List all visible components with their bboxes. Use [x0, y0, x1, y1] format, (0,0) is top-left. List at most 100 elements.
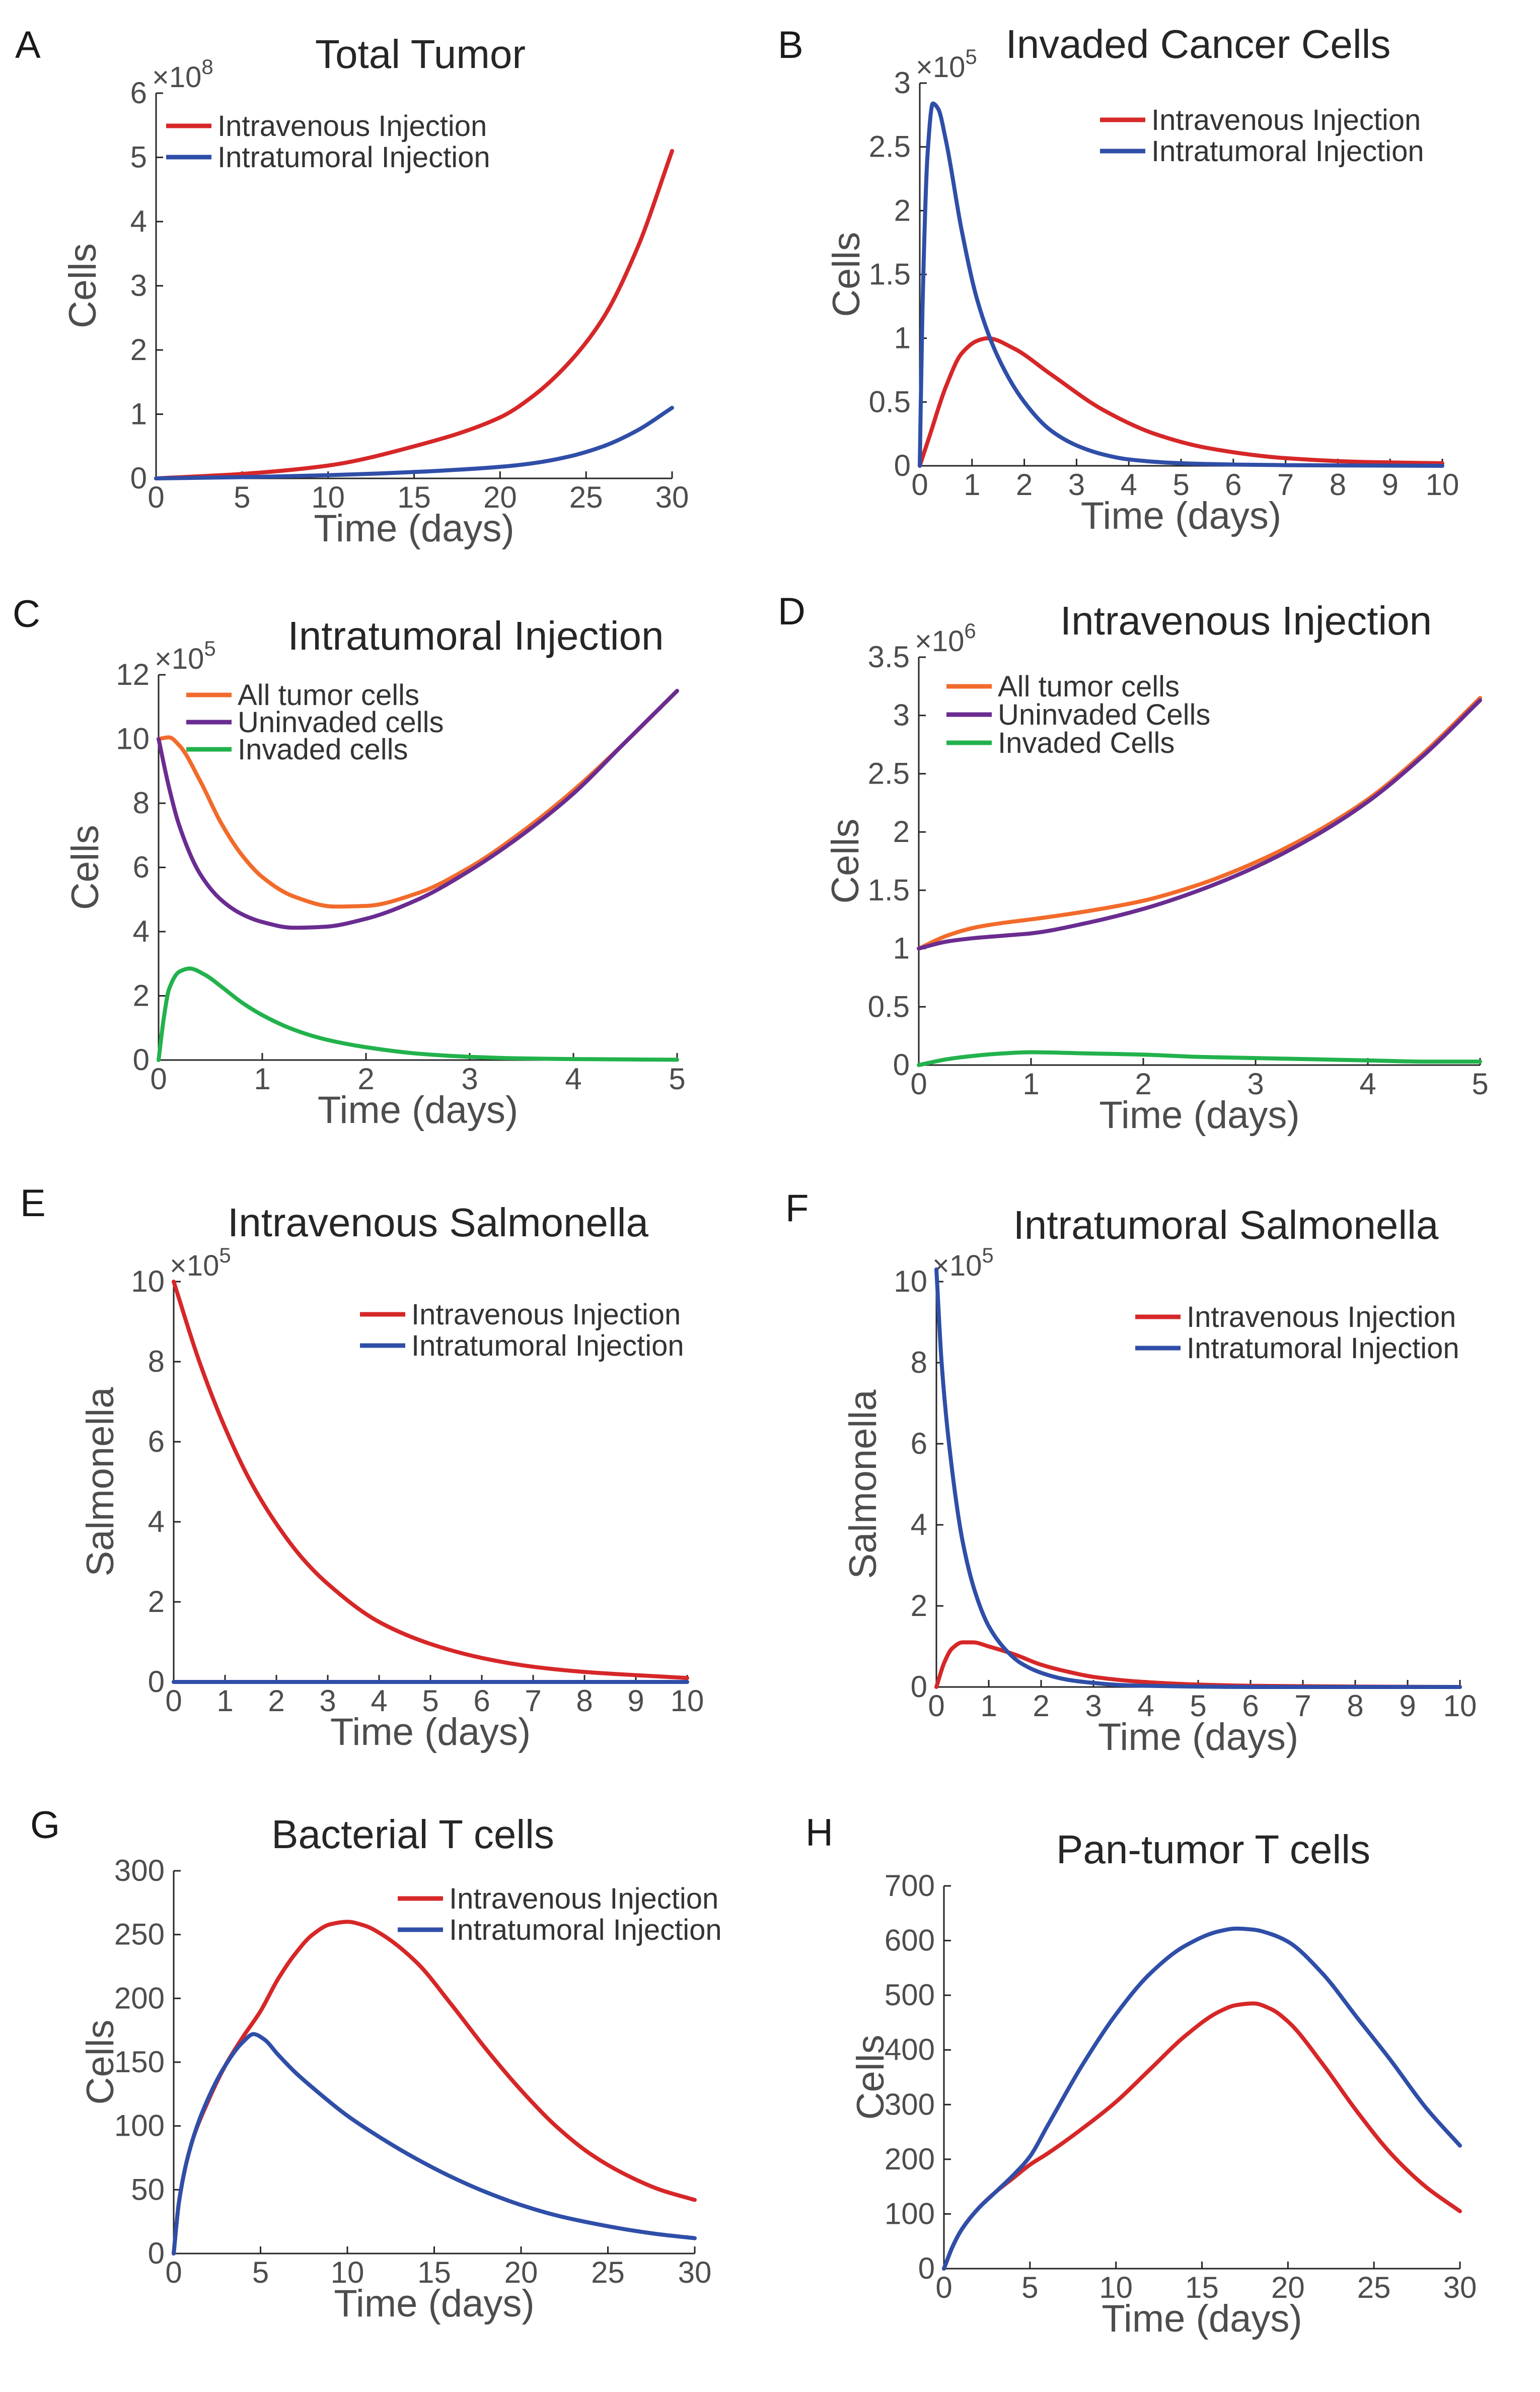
y-tick-label: 2: [911, 1589, 927, 1623]
chart-title: Intratumoral Injection: [287, 613, 664, 658]
legend-entry: All tumor cells: [238, 679, 419, 712]
y-axis-label: Salmonella: [79, 1387, 122, 1577]
y-tick-label: 10: [116, 722, 150, 756]
legend-entry: Intravenous Injection: [1151, 104, 1421, 136]
y-multiplier-base: ×10: [932, 1249, 982, 1282]
x-tick-label: 0: [165, 2256, 182, 2289]
x-tick-label: 20: [483, 480, 517, 514]
y-tick-label: 250: [114, 1918, 165, 1951]
panel-letter: A: [15, 24, 41, 66]
panel-letter: E: [20, 1182, 46, 1225]
y-tick-label: 4: [130, 204, 147, 238]
y-multiplier: ×108: [152, 55, 213, 94]
y-tick-label: 4: [911, 1508, 927, 1541]
y-tick-label: 3: [894, 66, 911, 100]
y-tick-label: 600: [885, 1924, 935, 1957]
y-tick-label: 1: [893, 932, 910, 965]
y-tick-label: 300: [114, 1854, 165, 1887]
x-tick-label: 4: [565, 1062, 581, 1096]
y-axis-label: Cells: [825, 232, 868, 317]
x-tick-label: 2: [357, 1062, 374, 1096]
series-line-intravenous-injection: [154, 149, 674, 480]
series-line-intravenous-injection: [918, 336, 1444, 468]
x-axis-label: Time (days): [1099, 1094, 1299, 1137]
y-multiplier-exponent: 6: [964, 619, 976, 643]
y-tick-label: 200: [885, 2142, 935, 2176]
x-tick-label: 6: [473, 1684, 490, 1718]
x-tick-label: 1: [1022, 1067, 1039, 1101]
x-tick-label: 10: [671, 1684, 704, 1718]
x-tick-label: 25: [591, 2256, 625, 2289]
y-tick-label: 0: [894, 449, 911, 482]
legend-entry: Intravenous Injection: [1187, 1301, 1456, 1333]
y-axis-label: Cells: [64, 825, 107, 910]
legend-entry: Intravenous Injection: [449, 1882, 718, 1915]
panel-d: D Intravenous Injection 0 1 2 3 4 5 0 0.5 1 1.5 2 2.5…: [778, 590, 1489, 1137]
series-line-intratumoral-injection: [172, 2032, 697, 2256]
y-tick-label: 3: [893, 698, 910, 732]
x-tick-label: 2: [1016, 468, 1033, 502]
y-multiplier: ×105: [170, 1243, 231, 1282]
panel-a: A Total Tumor 0 5 10 15 20 25 30 0 1 2 3 4 5 6 ×108 Time …: [15, 24, 689, 550]
chart-title: Intravenous Injection: [1060, 598, 1432, 643]
x-tick-label: 5: [1472, 1067, 1488, 1101]
y-tick-label: 4: [148, 1505, 165, 1538]
panel-letter: G: [30, 1804, 60, 1847]
legend-entry: Intratumoral Injection: [217, 141, 490, 174]
x-tick-label: 7: [1277, 468, 1294, 502]
y-multiplier: ×105: [932, 1243, 994, 1282]
y-tick-label: 400: [885, 2033, 935, 2067]
x-tick-label: 8: [576, 1684, 593, 1718]
y-axis-label: Salmonella: [842, 1389, 885, 1579]
y-axis-label: Cells: [79, 2020, 122, 2105]
y-tick-label: 2: [893, 815, 910, 849]
x-tick-label: 5: [669, 1062, 685, 1096]
x-tick-label: 6: [1242, 1689, 1259, 1723]
x-tick-label: 9: [627, 1684, 644, 1718]
x-tick-label: 4: [1359, 1067, 1376, 1101]
chart-title: Invaded Cancer Cells: [1006, 22, 1391, 66]
x-axis-label: Time (days): [318, 1089, 518, 1132]
x-tick-label: 4: [371, 1684, 387, 1718]
y-multiplier-exponent: 5: [204, 637, 215, 660]
y-tick-label: 300: [885, 2087, 935, 2121]
y-multiplier: ×106: [915, 619, 976, 658]
series-line-intravenous-injection: [172, 1920, 697, 2256]
x-tick-label: 25: [1357, 2271, 1391, 2304]
y-tick-label: 4: [133, 914, 150, 948]
x-tick-label: 5: [1172, 468, 1189, 502]
y-tick-label: 3: [130, 269, 147, 303]
y-multiplier-exponent: 5: [219, 1243, 231, 1267]
legend-entry: Intravenous Injection: [217, 110, 487, 143]
y-multiplier-base: ×10: [916, 51, 965, 84]
legend-entry: Intravenous Injection: [411, 1298, 681, 1331]
y-tick-label: 6: [148, 1425, 165, 1458]
legend-entry: Uninvaded cells: [238, 706, 444, 739]
y-tick-label: 1: [894, 321, 911, 355]
x-axis-label: Time (days): [334, 2282, 534, 2325]
x-tick-label: 5: [1021, 2271, 1038, 2304]
x-tick-label: 5: [1190, 1689, 1206, 1723]
x-tick-label: 0: [165, 1684, 182, 1718]
x-tick-label: 0: [150, 1062, 167, 1096]
series-line-intratumoral-injection: [154, 405, 674, 480]
y-tick-label: 2: [130, 333, 147, 367]
y-tick-label: 1.5: [869, 257, 911, 291]
chart-title: Total Tumor: [315, 32, 526, 77]
x-tick-label: 5: [252, 2256, 269, 2289]
y-tick-label: 700: [885, 1869, 935, 1903]
y-axis-label: Cells: [849, 2035, 892, 2120]
x-tick-label: 10: [311, 480, 345, 514]
y-multiplier-exponent: 5: [965, 45, 977, 68]
x-tick-label: 3: [319, 1684, 336, 1718]
series-line-invaded-cells: [157, 966, 679, 1062]
series-line-uninvaded-cells: [157, 688, 679, 930]
y-tick-label: 3.5: [868, 640, 910, 674]
y-multiplier-exponent: 5: [982, 1243, 993, 1267]
y-tick-label: 2: [148, 1585, 165, 1619]
x-tick-label: 5: [422, 1684, 438, 1718]
x-axis-label: Time (days): [1102, 2297, 1302, 2340]
y-tick-label: 2: [894, 193, 911, 227]
